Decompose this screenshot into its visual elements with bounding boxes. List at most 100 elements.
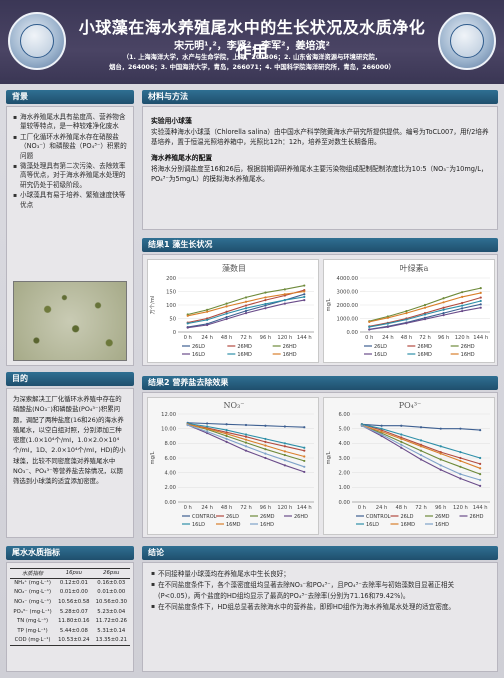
data-point bbox=[423, 318, 427, 321]
y-tick-label: 3.00 bbox=[338, 456, 350, 462]
x-tick-label: 120 h bbox=[455, 335, 470, 341]
x-tick-label: 144 h bbox=[473, 505, 488, 511]
data-point bbox=[380, 433, 383, 436]
table-cell: 0.01±0.00 bbox=[59, 589, 88, 596]
data-point bbox=[419, 445, 423, 448]
legend-label: 26HD bbox=[294, 514, 308, 520]
water-quality-panel: 水质指标 16psu 26psu NH₄⁺ (mg·L⁻¹) 0.12±0.01 0… bbox=[6, 562, 134, 672]
conclusion-heading: 结论 bbox=[142, 546, 498, 560]
data-point bbox=[380, 430, 383, 433]
data-point bbox=[461, 309, 464, 313]
y-tick-label: 0.00 bbox=[164, 500, 176, 506]
y-tick-label: 12.00 bbox=[161, 412, 176, 418]
data-point bbox=[225, 437, 228, 441]
data-point bbox=[244, 309, 248, 313]
x-tick-label: 144 h bbox=[473, 335, 488, 341]
table-row: TP (mg·L⁻¹) 5.44±0.08 5.31±0.14 bbox=[10, 626, 130, 636]
y-tick-label: 2.00 bbox=[338, 470, 350, 476]
chart-title: PO₄³⁻ bbox=[399, 401, 422, 410]
x-tick-label: 24 h bbox=[382, 335, 394, 341]
data-point bbox=[225, 312, 228, 315]
data-point bbox=[479, 299, 482, 303]
data-point bbox=[479, 484, 482, 487]
data-point bbox=[419, 439, 423, 442]
x-tick-label: 0 h bbox=[358, 505, 366, 511]
data-point bbox=[461, 301, 464, 305]
data-point bbox=[264, 291, 267, 294]
data-point bbox=[479, 462, 482, 465]
data-point bbox=[264, 302, 267, 306]
table-cell: TP (mg·L⁻¹) bbox=[17, 627, 48, 634]
data-point bbox=[442, 297, 445, 300]
data-point bbox=[380, 427, 383, 430]
data-point bbox=[244, 445, 248, 448]
objective-panel: 为深索解决工厂化循环水养殖中存在的硝酸盐(NO₃⁻)和磷酸盐(PO₄³⁻)积累问… bbox=[6, 388, 134, 538]
data-point bbox=[186, 326, 189, 329]
data-point bbox=[459, 456, 462, 460]
table-cell: 5.44±0.08 bbox=[59, 627, 88, 634]
data-point bbox=[283, 445, 286, 448]
legend-label: 26LD bbox=[401, 514, 414, 520]
data-point bbox=[283, 459, 286, 462]
x-tick-label: 24 h bbox=[201, 335, 213, 341]
x-tick-label: 144 h bbox=[297, 505, 312, 511]
chart-phosphate-removal: PO₄³⁻ mg/L 0.00 1.00 2.00 3.00 4.00 5.00 6.00 0 h… bbox=[326, 401, 490, 528]
data-point bbox=[479, 473, 482, 476]
table-cell: 11.80±0.16 bbox=[58, 618, 90, 625]
data-point bbox=[264, 440, 267, 443]
data-point bbox=[244, 438, 248, 441]
y-tick-label: 1.00 bbox=[338, 485, 350, 491]
data-point bbox=[303, 465, 306, 468]
y-tick-label: 0.00 bbox=[346, 330, 358, 336]
data-point bbox=[442, 308, 445, 311]
y-tick-label: 6.00 bbox=[338, 412, 350, 418]
x-tick-label: 0 h bbox=[184, 335, 192, 341]
legend-label: 16HD bbox=[260, 522, 274, 528]
series-line bbox=[369, 297, 481, 327]
y-tick-label: 8.00 bbox=[164, 441, 176, 447]
legend-label: 26HD bbox=[461, 344, 475, 350]
x-tick-label: 120 h bbox=[277, 505, 292, 511]
data-point bbox=[225, 316, 228, 319]
data-point bbox=[186, 314, 189, 317]
data-point bbox=[461, 304, 464, 307]
table-cell: 13.35±0.21 bbox=[92, 635, 130, 646]
list-item: 工厂化循环水养殖尾水存在硝酸盐（NO₃⁻）和磷酸盐（PO₄³⁻）积累的问题 bbox=[13, 133, 127, 161]
x-tick-label: 96 h bbox=[260, 335, 272, 341]
data-point bbox=[303, 470, 306, 474]
column-header: 26psu bbox=[92, 568, 130, 579]
table-cell: NO₃⁻ (mg·L⁻¹) bbox=[14, 599, 52, 606]
legend-label: 26LD bbox=[374, 344, 387, 350]
data-point bbox=[303, 290, 306, 293]
x-tick-label: 48 h bbox=[221, 505, 233, 511]
table-row: COD (mg·L⁻¹) 10.53±0.24 13.35±0.21 bbox=[10, 635, 130, 646]
x-tick-label: 96 h bbox=[260, 505, 272, 511]
legend-label: 26MD bbox=[435, 514, 450, 520]
y-tick-label: 2000.00 bbox=[337, 303, 358, 309]
data-point bbox=[225, 310, 228, 313]
results2-heading: 结果2 营养盐去除效果 bbox=[142, 376, 498, 390]
methods-subheading-wastewater: 海水养殖尾水的配置 bbox=[151, 153, 213, 162]
legend-label: 16MD bbox=[417, 352, 432, 358]
conclusion-panel: 不同接种量小球藻均在养殖尾水中生长良好； 在不同盐度条件下，各个藻密度组均显著去… bbox=[142, 562, 498, 672]
x-tick-label: 72 h bbox=[419, 335, 431, 341]
series-line bbox=[187, 424, 305, 473]
data-point bbox=[459, 427, 462, 430]
data-point bbox=[461, 295, 464, 298]
microalgae-micrograph bbox=[13, 281, 127, 361]
legend-label: 26HD bbox=[283, 344, 297, 350]
y-tick-label: 5.00 bbox=[338, 426, 350, 432]
data-point bbox=[405, 312, 408, 315]
y-axis-label: mg/L bbox=[150, 451, 156, 464]
institute-logo-right bbox=[438, 12, 496, 70]
data-point bbox=[405, 318, 408, 321]
x-tick-label: 72 h bbox=[240, 505, 252, 511]
column-header: 16psu bbox=[55, 568, 93, 579]
y-tick-label: 1000.00 bbox=[337, 316, 358, 322]
data-point bbox=[303, 426, 306, 429]
x-tick-label: 0 h bbox=[365, 335, 373, 341]
data-point bbox=[283, 442, 286, 445]
data-point bbox=[400, 446, 403, 449]
y-axis-label: 万个/ml bbox=[149, 296, 156, 315]
data-point bbox=[186, 423, 189, 427]
